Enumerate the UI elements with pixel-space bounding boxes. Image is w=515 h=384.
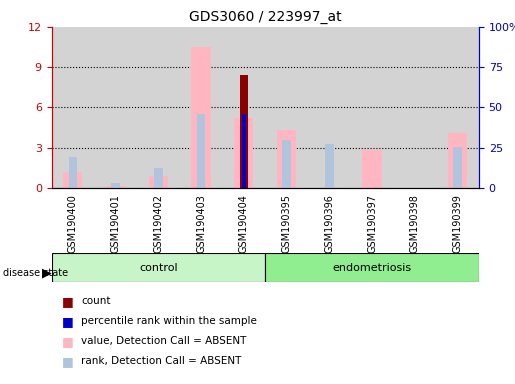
Text: disease state: disease state (3, 268, 67, 278)
Bar (325, 144, 334, 188)
FancyBboxPatch shape (52, 253, 265, 282)
Bar (197, 114, 205, 188)
Text: ■: ■ (62, 315, 74, 328)
Bar (154, 168, 163, 188)
Bar (363, 150, 382, 188)
Bar (137, 27, 180, 188)
Title: GDS3060 / 223997_at: GDS3060 / 223997_at (189, 10, 341, 25)
Bar (234, 118, 253, 188)
Text: ■: ■ (62, 295, 74, 308)
Bar (180, 27, 222, 188)
Bar (448, 133, 467, 188)
Text: endometriosis: endometriosis (333, 263, 411, 273)
Text: ■: ■ (62, 355, 74, 368)
FancyBboxPatch shape (265, 253, 479, 282)
Bar (453, 147, 462, 188)
Bar (393, 27, 436, 188)
Bar (239, 116, 248, 188)
Text: ▶: ▶ (42, 266, 52, 279)
Text: rank, Detection Call = ABSENT: rank, Detection Call = ABSENT (81, 356, 242, 366)
Bar (436, 27, 479, 188)
Bar (111, 183, 120, 188)
Bar (52, 27, 94, 188)
Text: percentile rank within the sample: percentile rank within the sample (81, 316, 258, 326)
Text: control: control (139, 263, 178, 273)
Bar (282, 139, 291, 188)
Bar (149, 176, 168, 188)
Bar (308, 27, 351, 188)
Text: count: count (81, 296, 111, 306)
Bar (277, 130, 296, 188)
Text: value, Detection Call = ABSENT: value, Detection Call = ABSENT (81, 336, 247, 346)
Bar (106, 186, 125, 188)
Bar (242, 114, 246, 188)
Bar (94, 27, 137, 188)
Bar (222, 27, 265, 188)
Bar (265, 27, 308, 188)
Text: ■: ■ (62, 335, 74, 348)
Bar (63, 172, 82, 188)
Bar (240, 75, 248, 188)
Bar (68, 157, 77, 188)
Bar (192, 47, 211, 188)
Bar (351, 27, 393, 188)
